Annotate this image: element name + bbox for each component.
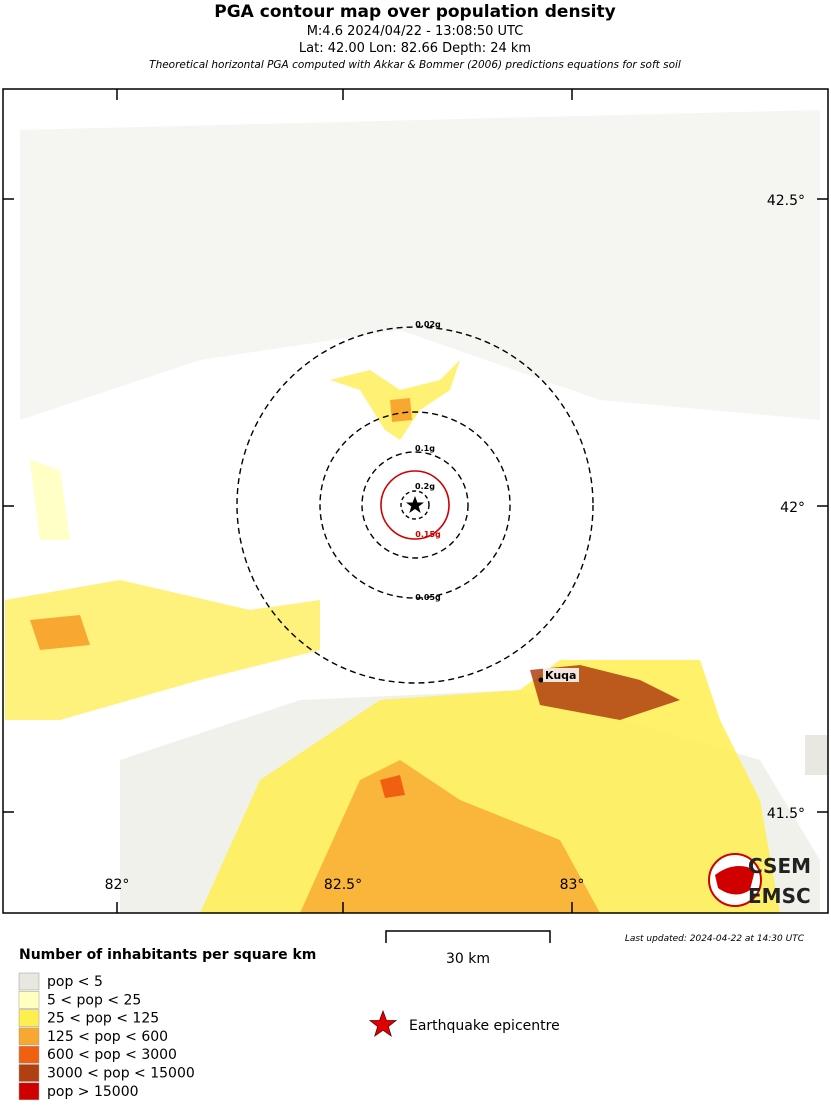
city-marker xyxy=(538,677,544,683)
map: 42.5° 42° 41.5° 82° 82.5° 83° 0.02g 0.05… xyxy=(2,88,829,914)
legend-swatch xyxy=(18,1064,40,1082)
title: PGA contour map over population density xyxy=(214,2,615,22)
legend: Number of inhabitants per square km pop … xyxy=(18,947,560,1101)
epicentre-marker xyxy=(406,496,424,513)
legend-item: pop < 5 xyxy=(47,974,103,990)
legend-swatch xyxy=(18,1082,40,1101)
city-label: Kuqa xyxy=(545,669,576,682)
city-label-bg xyxy=(543,668,579,682)
event: M:4.6 2024/04/22 - 13:08:50 UTC xyxy=(307,24,524,39)
legend-item: 5 < pop < 25 xyxy=(47,992,141,1008)
scale-label: 30 km xyxy=(446,951,490,967)
legend-swatch xyxy=(18,991,40,1009)
note: Theoretical horizontal PGA computed with… xyxy=(149,59,681,71)
contour-label: 0.1g xyxy=(415,444,435,453)
legend-item: 3000 < pop < 15000 xyxy=(47,1066,195,1082)
logo: CSEM EMSC xyxy=(708,853,811,908)
legend-swatch xyxy=(18,1027,40,1046)
legend-swatch xyxy=(18,1045,40,1064)
epicentre-symbol xyxy=(368,1009,398,1038)
epicentre-label: Earthquake epicentre xyxy=(409,1018,560,1034)
lat-label: 42° xyxy=(780,500,805,516)
last-updated: Last updated: 2024-04-22 at 14:30 UTC xyxy=(625,934,805,944)
logo-text: CSEM xyxy=(748,854,811,878)
contour-label: 0.02g xyxy=(415,320,441,329)
graticule-labels: 42.5° 42° 41.5° 82° 82.5° 83° xyxy=(105,193,805,893)
legend-title: Number of inhabitants per square km xyxy=(19,947,316,963)
map-frame xyxy=(2,88,829,914)
scale-bar: 30 km xyxy=(385,930,551,967)
contours xyxy=(236,326,594,684)
contour-labels: 0.02g 0.05g 0.1g 0.15g 0.2g xyxy=(415,320,441,602)
lon-label: 83° xyxy=(560,877,585,893)
ticks xyxy=(3,89,828,913)
legend-item: 600 < pop < 3000 xyxy=(47,1047,177,1063)
legend-item: 25 < pop < 125 xyxy=(47,1011,159,1027)
lon-label: 82° xyxy=(105,877,130,893)
contour-label: 0.2g xyxy=(415,482,435,491)
location: Lat: 42.00 Lon: 82.66 Depth: 24 km xyxy=(299,41,531,56)
legend-swatch xyxy=(18,1009,40,1027)
contour-label: 0.05g xyxy=(415,593,441,602)
legend-item: pop > 15000 xyxy=(47,1084,139,1100)
logo-text: EMSC xyxy=(748,884,811,908)
legend-item: 125 < pop < 600 xyxy=(47,1029,168,1045)
lat-label: 42.5° xyxy=(767,193,805,209)
contour-label: 0.15g xyxy=(415,530,441,539)
lon-label: 82.5° xyxy=(324,877,362,893)
legend-swatch xyxy=(18,972,40,991)
lat-label: 41.5° xyxy=(767,806,805,822)
